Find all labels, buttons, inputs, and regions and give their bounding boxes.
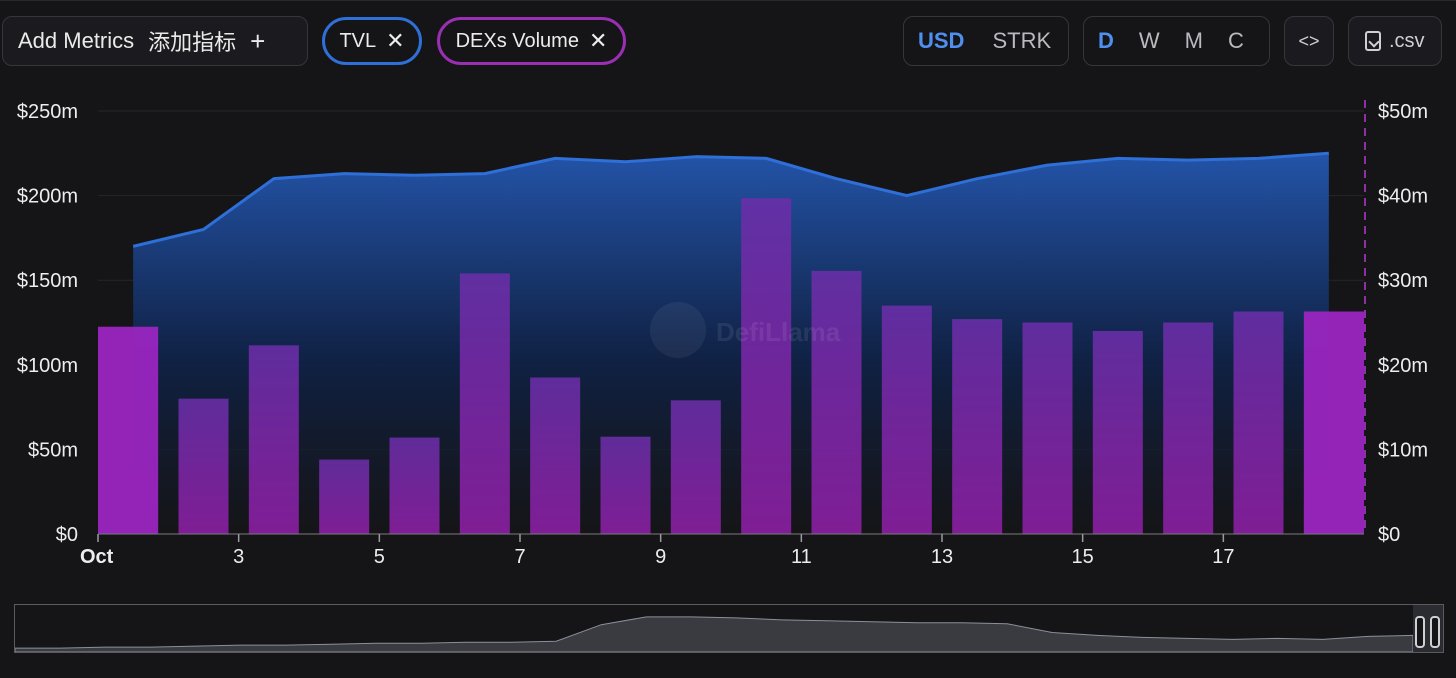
right-axis-tick-label: $0 <box>1378 524 1400 546</box>
period-option-monthly[interactable]: M <box>1184 28 1203 53</box>
dexs-volume-bar <box>389 437 440 534</box>
metric-pill-label: TVL <box>339 29 377 52</box>
add-metrics-label: Add Metrics <box>18 28 135 53</box>
x-axis-tick-label: 3 <box>233 546 244 568</box>
x-axis-tick-label: 17 <box>1212 546 1234 568</box>
watermark: DefiLlama <box>650 302 841 358</box>
period-option-daily[interactable]: D <box>1098 28 1114 53</box>
x-axis-tick-label: 9 <box>655 546 666 568</box>
code-icon: <> <box>1298 30 1320 51</box>
x-axis-tick-label: 5 <box>374 546 385 568</box>
tvl-line <box>132 151 1329 248</box>
left-axis-tick-label: $200m <box>17 186 78 208</box>
currency-toggle: USD STRK <box>903 16 1069 66</box>
left-axis-tick-label: $150m <box>17 270 78 292</box>
left-axis-tick-label: $50m <box>28 439 78 461</box>
currency-option-usd[interactable]: USD <box>918 28 965 53</box>
left-axis-tick-label: $100m <box>17 355 78 377</box>
navigator-handle-right[interactable] <box>1430 616 1440 648</box>
metric-pill-tvl[interactable]: TVL ✕ <box>322 17 422 65</box>
watermark-text: DefiLlama <box>716 317 841 347</box>
chart-svg: $0 $50m $100m $150m $200m $250m $0 $10m $20m $30… <box>17 100 1428 568</box>
left-axis-tick-label: $250m <box>17 101 78 123</box>
dexs-volume-bar <box>1092 330 1143 534</box>
metric-pill-dexs-volume[interactable]: DEXs Volume ✕ <box>437 17 626 65</box>
metric-pill-label: DEXs Volume <box>455 29 579 52</box>
dexs-volume-bar <box>459 273 510 534</box>
dexs-volume-bar <box>1233 311 1284 534</box>
dexs-volume-bar <box>1163 322 1214 534</box>
close-icon[interactable]: ✕ <box>588 28 608 53</box>
dexs-volume-bar <box>741 198 792 534</box>
right-axis-tick-label: $50m <box>1378 101 1428 123</box>
embed-button[interactable]: <> <box>1284 16 1334 66</box>
dexs-volume-series <box>98 198 1364 534</box>
download-csv-button[interactable]: .csv <box>1348 16 1442 66</box>
period-option-weekly[interactable]: W <box>1138 28 1160 53</box>
dexs-volume-bar <box>178 398 229 534</box>
plus-icon: + <box>250 25 266 56</box>
x-axis-tick-label: Oct <box>80 546 114 568</box>
top-border <box>0 0 1456 1</box>
csv-label: .csv <box>1389 29 1425 52</box>
x-axis-tick-label: 7 <box>514 546 525 568</box>
x-axis-tick-label: 11 <box>791 546 812 568</box>
add-metrics-button[interactable]: Add Metrics 添加指标 + <box>2 16 308 66</box>
x-axis-tick-label: 15 <box>1072 546 1094 568</box>
dexs-volume-bar <box>952 319 1003 534</box>
navigator-area <box>14 616 1414 653</box>
right-axis: $0 $10m $20m $30m $40m $50m <box>1378 101 1428 546</box>
dexs-volume-bar <box>98 326 159 534</box>
right-axis-tick-label: $30m <box>1378 270 1428 292</box>
add-metrics-cn-label: 添加指标 <box>148 30 237 55</box>
dexs-volume-bar <box>670 400 721 534</box>
right-axis-tick-label: $20m <box>1378 355 1428 377</box>
dexs-volume-bar <box>1022 322 1073 534</box>
dexs-volume-bar <box>319 459 370 534</box>
dexs-volume-bar <box>1303 311 1364 534</box>
right-axis-tick-label: $10m <box>1378 439 1428 461</box>
left-axis: $0 $50m $100m $150m $200m $250m <box>17 101 78 546</box>
dexs-volume-bar <box>881 305 932 534</box>
left-axis-tick-label: $0 <box>56 524 78 546</box>
dexs-volume-bar <box>811 270 862 534</box>
period-toggle: D W M C <box>1083 16 1270 66</box>
x-axis-tick-label: 13 <box>931 546 953 568</box>
dexs-volume-bar <box>248 345 299 534</box>
dexs-volume-bar <box>530 377 581 534</box>
chart-toolbar: Add Metrics 添加指标 + TVL ✕ DEXs Volume ✕ U… <box>0 0 1456 84</box>
range-navigator[interactable] <box>14 604 1444 653</box>
dexs-volume-bar <box>600 436 651 534</box>
navigator-sparkline <box>14 605 1443 653</box>
llama-logo-icon <box>650 302 706 358</box>
currency-option-strk[interactable]: STRK <box>992 28 1052 53</box>
right-axis-tick-label: $40m <box>1378 186 1428 208</box>
download-file-icon <box>1365 31 1381 51</box>
period-option-cumulative[interactable]: C <box>1227 28 1244 53</box>
x-axis: Oct 3 5 7 9 11 13 15 17 <box>80 533 1364 568</box>
navigator-handle-left[interactable] <box>1415 616 1425 648</box>
close-icon[interactable]: ✕ <box>386 28 405 53</box>
